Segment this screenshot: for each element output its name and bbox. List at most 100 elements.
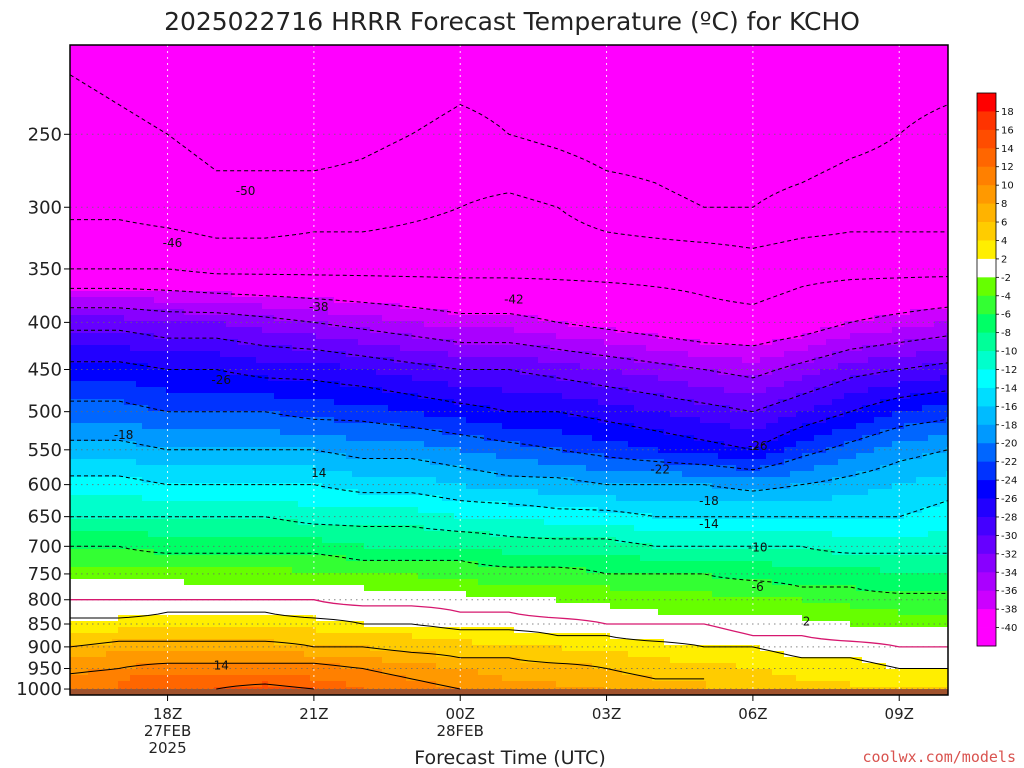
colorbar-label: -22	[1001, 457, 1017, 468]
colorbar-label: -14	[1001, 383, 1017, 394]
contour-label: -10	[748, 540, 768, 554]
colorbar-swatch	[977, 148, 996, 167]
y-tick-label: 750	[28, 564, 62, 585]
colorbar-swatch	[977, 609, 996, 628]
colorbar-swatch	[977, 572, 996, 591]
y-tick-label: 900	[28, 637, 62, 658]
y-tick-label: 500	[28, 402, 62, 423]
colorbar-swatch	[977, 222, 996, 241]
colorbar-label: -18	[1001, 420, 1017, 431]
contour-label: -26	[211, 373, 231, 387]
colorbar-swatch	[977, 167, 996, 186]
contour-label: -42	[504, 293, 524, 307]
colorbar-label: -6	[1001, 310, 1011, 321]
x-tick-label: 2025	[148, 739, 186, 757]
contour-label: -46	[163, 236, 183, 250]
x-tick-label: 06Z	[738, 705, 767, 723]
colorbar-swatch	[977, 93, 996, 112]
x-tick-label: 03Z	[592, 705, 621, 723]
contour-label: -14	[699, 517, 719, 531]
colorbar-swatch	[977, 351, 996, 370]
y-tick-label: 850	[28, 614, 62, 635]
colorbar-label: -38	[1001, 605, 1017, 616]
y-tick-label: 250	[28, 124, 62, 145]
colorbar-label: 12	[1001, 162, 1014, 173]
colorbar-label: -40	[1001, 623, 1017, 634]
colorbar-label: 6	[1001, 218, 1007, 229]
contour-label: -18	[699, 494, 719, 508]
colorbar-label: -28	[1001, 512, 1017, 523]
y-tick-label: 1000	[16, 679, 62, 700]
colorbar-swatch	[977, 240, 996, 259]
colorbar: 18161412108642-2-4-6-8-10-12-14-16-18-20…	[977, 93, 1017, 646]
colorbar-swatch	[977, 591, 996, 610]
colorbar-label: -12	[1001, 365, 1017, 376]
colorbar-swatch	[977, 628, 996, 647]
colorbar-swatch	[977, 277, 996, 296]
contour-label: -26	[748, 439, 768, 453]
colorbar-swatch	[977, 111, 996, 130]
colorbar-label: -32	[1001, 549, 1017, 560]
chart-title: 2025022716 HRRR Forecast Temperature (ºC…	[164, 7, 860, 36]
colorbar-label: -20	[1001, 439, 1017, 450]
colorbar-swatch	[977, 425, 996, 444]
credit-text: coolwx.com/models	[862, 748, 1016, 766]
colorbar-swatch	[977, 443, 996, 462]
colorbar-label: -36	[1001, 586, 1017, 597]
colorbar-swatch	[977, 185, 996, 204]
colorbar-swatch	[977, 462, 996, 481]
colorbar-label: -4	[1001, 291, 1011, 302]
colorbar-swatch	[977, 499, 996, 518]
contour-label: -38	[309, 300, 329, 314]
colorbar-label: 16	[1001, 125, 1014, 136]
colorbar-label: 18	[1001, 107, 1014, 118]
colorbar-label: -10	[1001, 347, 1017, 358]
temperature-field	[70, 45, 953, 700]
colorbar-label: -30	[1001, 531, 1017, 542]
colorbar-label: -8	[1001, 328, 1011, 339]
contour-label: -6	[752, 580, 764, 594]
colorbar-label: 4	[1001, 236, 1007, 247]
colorbar-label: 14	[1001, 144, 1014, 155]
colorbar-swatch	[977, 406, 996, 425]
colorbar-swatch	[977, 554, 996, 573]
colorbar-label: 8	[1001, 199, 1007, 210]
x-tick-label: 00Z	[446, 705, 475, 723]
colorbar-swatch	[977, 130, 996, 149]
x-axis-label: Forecast Time (UTC)	[414, 747, 605, 768]
colorbar-label: -24	[1001, 476, 1017, 487]
colorbar-label: -2	[1001, 273, 1011, 284]
colorbar-label: -16	[1001, 402, 1017, 413]
x-tick-label: 28FEB	[436, 722, 483, 740]
colorbar-swatch	[977, 370, 996, 389]
y-axis: 2503003504004505005506006507007508008509…	[16, 124, 70, 700]
x-tick-label: 18Z	[153, 705, 182, 723]
y-tick-label: 300	[28, 197, 62, 218]
y-tick-label: 800	[28, 590, 62, 611]
y-tick-label: 600	[28, 475, 62, 496]
x-tick-label: 09Z	[885, 705, 914, 723]
colorbar-label: 10	[1001, 181, 1014, 192]
colorbar-swatch	[977, 333, 996, 352]
colorbar-label: -26	[1001, 494, 1017, 505]
x-tick-label: 21Z	[299, 705, 328, 723]
colorbar-swatch	[977, 480, 996, 499]
colorbar-swatch	[977, 388, 996, 407]
y-tick-label: 450	[28, 360, 62, 381]
colorbar-swatch	[977, 259, 996, 278]
y-tick-label: 350	[28, 259, 62, 280]
colorbar-swatch	[977, 204, 996, 223]
contour-label: 14	[214, 659, 229, 673]
contour-label: 2	[803, 615, 811, 629]
contour-label: -22	[650, 463, 670, 477]
x-tick-label: 27FEB	[144, 722, 191, 740]
y-tick-label: 650	[28, 507, 62, 528]
contour-label: -50	[236, 184, 256, 198]
contour-label: 14	[311, 466, 326, 480]
y-tick-label: 550	[28, 440, 62, 461]
ground	[70, 689, 948, 695]
y-tick-label: 400	[28, 312, 62, 333]
colorbar-label: -34	[1001, 568, 1017, 579]
